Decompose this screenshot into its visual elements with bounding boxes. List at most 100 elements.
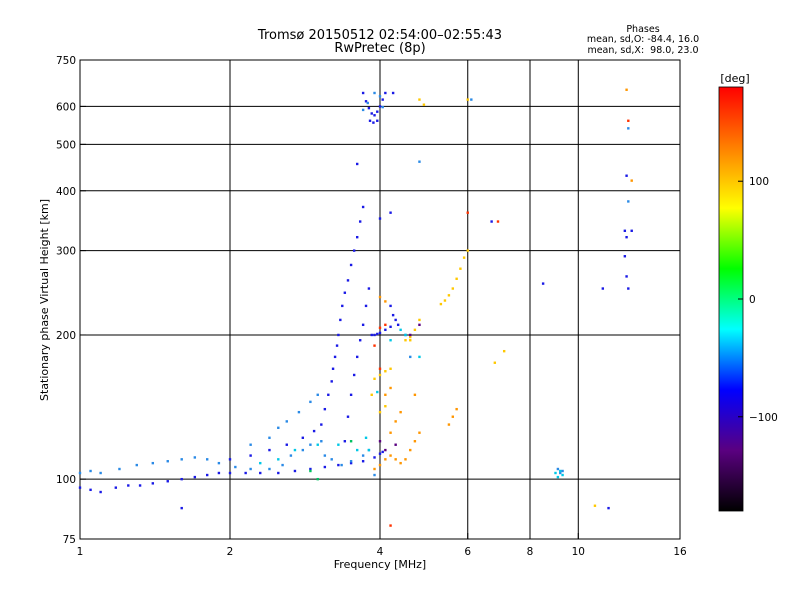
data-point xyxy=(337,443,340,446)
data-point xyxy=(378,331,382,335)
data-point xyxy=(316,443,319,446)
data-point xyxy=(404,333,407,337)
y-axis-ticks: 75 100 200 300 400 500 600 750 xyxy=(56,55,86,546)
data-point xyxy=(607,506,610,510)
data-point xyxy=(349,440,353,443)
data-point xyxy=(413,393,417,397)
data-point xyxy=(361,460,365,463)
data-point xyxy=(466,98,469,101)
data-point xyxy=(217,461,221,465)
data-point xyxy=(343,440,347,443)
data-point xyxy=(373,91,376,95)
data-point xyxy=(340,463,343,467)
data-point xyxy=(399,461,402,465)
data-point xyxy=(370,333,373,337)
data-point xyxy=(447,294,451,297)
data-point xyxy=(127,484,130,487)
data-point xyxy=(389,431,392,434)
data-point xyxy=(396,323,400,327)
data-point xyxy=(391,91,395,95)
data-point xyxy=(443,299,447,302)
data-point xyxy=(249,454,252,457)
data-point xyxy=(367,448,371,452)
data-point xyxy=(361,91,365,95)
data-point xyxy=(373,377,376,380)
data-point xyxy=(381,450,384,454)
data-point xyxy=(320,440,323,443)
y-tick-label: 400 xyxy=(56,186,76,198)
data-point xyxy=(384,323,387,327)
data-point xyxy=(355,448,359,452)
data-point xyxy=(249,443,252,446)
data-point xyxy=(418,323,421,327)
data-point xyxy=(166,460,169,463)
data-point xyxy=(346,279,350,282)
data-point xyxy=(373,467,376,471)
data-point xyxy=(409,448,412,452)
data-point xyxy=(373,473,376,477)
data-point xyxy=(389,211,392,214)
data-point xyxy=(422,103,426,106)
data-point xyxy=(389,454,392,457)
data-point xyxy=(358,339,362,342)
data-point xyxy=(376,110,379,113)
data-point xyxy=(378,95,382,98)
data-point xyxy=(320,423,323,426)
data-point xyxy=(561,469,564,473)
data-point xyxy=(352,249,356,252)
data-point xyxy=(373,344,376,347)
y-tick-label: 100 xyxy=(56,474,76,486)
data-point xyxy=(470,98,473,101)
data-point xyxy=(333,355,337,359)
colorbar-tick-label: 100 xyxy=(749,176,769,188)
data-point xyxy=(384,328,387,332)
data-point xyxy=(343,291,347,294)
data-point xyxy=(99,471,102,475)
y-tick-label: 500 xyxy=(56,139,76,151)
data-point xyxy=(78,486,82,489)
data-point xyxy=(166,480,169,483)
chart-subtitle: RwPretec (8p) xyxy=(334,41,425,56)
data-point xyxy=(502,349,506,353)
data-point xyxy=(451,415,455,418)
data-point xyxy=(459,267,462,270)
data-point xyxy=(78,471,82,475)
data-point xyxy=(364,304,368,308)
data-point xyxy=(349,393,353,397)
data-point xyxy=(389,367,392,370)
data-point xyxy=(259,461,262,465)
data-point xyxy=(389,386,392,390)
data-point xyxy=(373,456,376,459)
data-point xyxy=(99,490,102,494)
data-point xyxy=(384,370,387,373)
data-point xyxy=(339,318,342,322)
data-point xyxy=(418,431,421,434)
data-point xyxy=(409,333,412,337)
grid-lines xyxy=(80,60,680,539)
data-point xyxy=(455,277,458,280)
data-point xyxy=(556,475,560,479)
x-axis-label: Frequency [MHz] xyxy=(334,558,426,571)
data-point xyxy=(309,469,312,473)
data-point xyxy=(466,249,469,252)
data-point xyxy=(559,471,562,475)
data-point xyxy=(368,119,372,122)
data-point xyxy=(378,463,382,467)
data-point xyxy=(384,393,387,397)
data-point xyxy=(361,323,365,327)
data-point xyxy=(399,328,402,332)
y-tick-label: 200 xyxy=(56,330,76,342)
data-point xyxy=(349,461,353,465)
scatter-plot-area: 1 2 4 6 8 10 16 75 100 200 300 400 500 600 750 Freque… xyxy=(38,55,687,571)
colorbar-tick-label: −100 xyxy=(749,412,778,424)
x-tick-label: 16 xyxy=(673,546,687,558)
data-point xyxy=(394,420,397,423)
data-point xyxy=(625,235,628,239)
data-point xyxy=(389,325,392,329)
data-point xyxy=(268,448,271,452)
data-point xyxy=(349,263,353,267)
data-point xyxy=(330,458,333,461)
data-point xyxy=(367,106,371,110)
data-point xyxy=(384,448,387,452)
